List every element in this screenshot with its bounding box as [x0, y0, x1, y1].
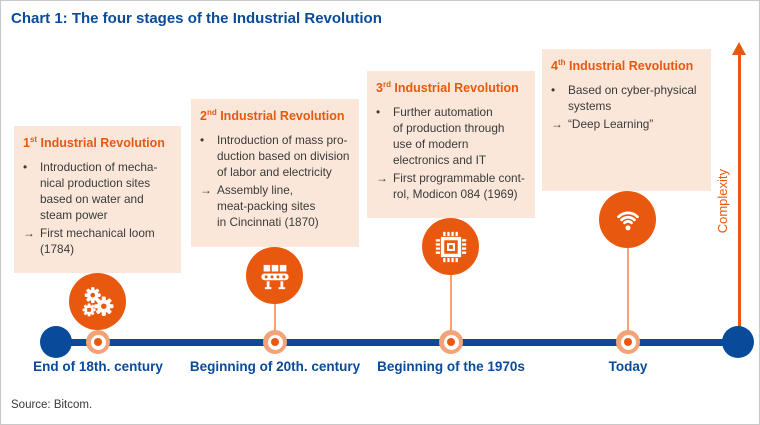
stage-1-heading-text: Industrial Revolution: [37, 136, 165, 151]
stage-1-heading: 1st Industrial Revolution: [23, 135, 173, 150]
complexity-axis-label: Complexity: [715, 169, 730, 234]
timeline-label-4: Today: [608, 359, 648, 374]
stage-1-ordinal: 1: [23, 136, 30, 151]
stage-2-icon-circle: [246, 247, 303, 304]
stage-4-box: 4th Industrial Revolution • Based on cybe…: [542, 49, 711, 191]
chip-icon: [435, 231, 466, 262]
stage-4-connector-line: [627, 219, 629, 342]
stage-2-bullet-item: • Introduction of mass pro- duction based…: [200, 132, 351, 180]
stage-3-heading-text: Industrial Revolution: [390, 81, 519, 96]
wifi-icon: [616, 211, 639, 230]
stage-2-arrow-item: → Assembly line, meat-packing sites in Ci…: [200, 182, 351, 230]
chart-title: Chart 1: The four stages of the Industri…: [11, 10, 382, 27]
bullet-icon: •: [200, 133, 205, 148]
complexity-axis-arrowhead: [732, 42, 746, 55]
stage-4-arrow-text: “Deep Learning”: [568, 117, 654, 132]
stage-3-timeline-marker: [439, 330, 463, 354]
timeline-label-1: End of 18th. century: [33, 359, 163, 374]
stage-3-arrow-item: → First programmable cont- rol, Modicon 0…: [376, 170, 527, 202]
complexity-axis-line: [738, 53, 741, 342]
stage-2-heading: 2nd Industrial Revolution: [200, 108, 351, 123]
stage-4-ordinal-suffix: th: [557, 58, 566, 67]
stage-4-bullet-text: Based on cyber-physical systems: [568, 83, 697, 114]
gears-icon: [82, 286, 113, 316]
stage-3-icon-circle: [422, 218, 479, 275]
stage-2-heading-text: Industrial Revolution: [216, 109, 345, 124]
stage-3-bullet-text: Further automation of production through…: [393, 105, 505, 168]
stage-1-bullet-item: • Introduction of mecha- nical production…: [23, 159, 173, 223]
stage-3-box: 3rd Industrial Revolution • Further autom…: [367, 71, 535, 218]
arrow-right-icon: →: [551, 117, 563, 132]
stage-2-ordinal: 2: [200, 109, 207, 124]
stage-2-box: 2nd Industrial Revolution • Introduction …: [191, 99, 359, 247]
stage-4-heading-text: Industrial Revolution: [565, 59, 694, 74]
stage-1-box: 1st Industrial Revolution • Introduction …: [14, 126, 181, 273]
stage-2-arrow-text: Assembly line, meat-packing sites in Cin…: [217, 183, 319, 230]
stage-1-arrow-text: First mechanical loom (1784): [40, 226, 155, 257]
timeline-start-dot: [40, 326, 72, 358]
timeline-label-2: Beginning of 20th. century: [189, 359, 361, 374]
stage-4-timeline-marker: [616, 330, 640, 354]
stage-3-bullet-item: • Further automation of production throug…: [376, 104, 527, 168]
stage-2-bullet-text: Introduction of mass pro- duction based …: [217, 133, 350, 180]
timeline-bar: [56, 339, 738, 346]
stage-2-connector-line: [274, 275, 276, 342]
stage-4-arrow-item: → “Deep Learning”: [551, 116, 703, 132]
stage-3-ordinal: 3: [376, 81, 383, 96]
stage-4-icon-circle: [599, 191, 656, 248]
stage-4-ordinal: 4: [551, 59, 558, 74]
bullet-icon: •: [376, 105, 381, 120]
stage-1-ordinal-suffix: st: [29, 135, 38, 144]
arrow-right-icon: →: [23, 226, 35, 241]
timeline-label-3: Beginning of the 1970s: [377, 359, 525, 374]
timeline-end-dot: [722, 326, 754, 358]
stage-4-bullet-item: • Based on cyber-physical systems: [551, 82, 703, 114]
stage-1-bullet-text: Introduction of mecha- nical production …: [40, 160, 158, 223]
stage-3-connector-line: [450, 246, 452, 342]
stage-3-arrow-text: First programmable cont- rol, Modicon 08…: [393, 171, 525, 202]
source-text: Source: Bitcom.: [11, 399, 93, 411]
stage-1-timeline-marker: [86, 330, 110, 354]
arrow-right-icon: →: [376, 171, 388, 186]
stage-1-icon-circle: [69, 273, 126, 330]
bullet-icon: •: [23, 160, 28, 175]
stage-3-heading: 3rd Industrial Revolution: [376, 80, 527, 95]
stage-3-ordinal-suffix: rd: [382, 80, 391, 89]
stage-1-arrow-item: → First mechanical loom (1784): [23, 225, 173, 257]
conveyor-icon: [260, 264, 289, 289]
bullet-icon: •: [551, 83, 556, 98]
stage-2-timeline-marker: [263, 330, 287, 354]
stage-4-heading: 4th Industrial Revolution: [551, 58, 703, 73]
stage-2-ordinal-suffix: nd: [206, 108, 217, 117]
arrow-right-icon: →: [200, 183, 212, 198]
